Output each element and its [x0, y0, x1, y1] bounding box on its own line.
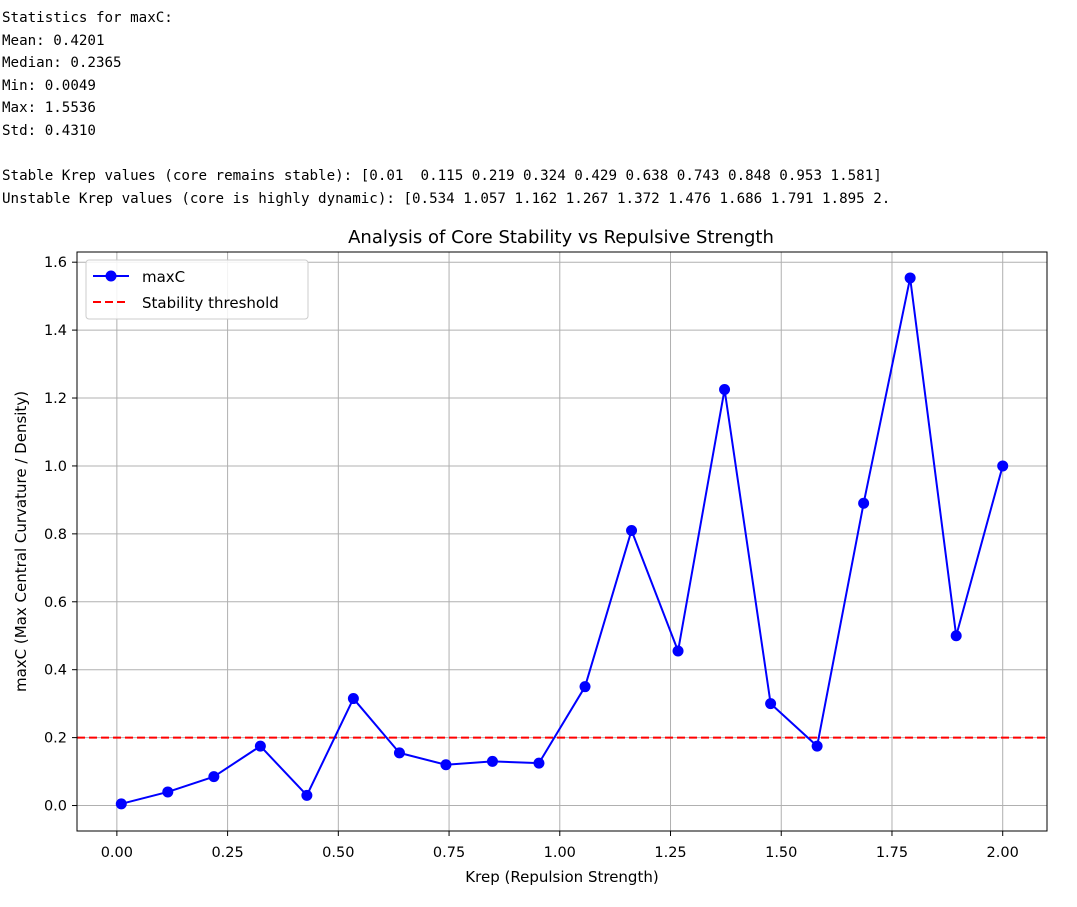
data-point [997, 460, 1009, 472]
y-tick-label: 1.0 [44, 459, 67, 475]
legend-threshold-label: Stability threshold [142, 294, 279, 312]
y-tick-label: 0.4 [44, 663, 67, 679]
data-point [765, 698, 777, 710]
data-point [950, 630, 962, 642]
x-tick-label: 0.00 [101, 845, 133, 861]
y-tick-label: 0.8 [44, 527, 67, 543]
plot-frame [76, 251, 1048, 832]
grid-lines [77, 252, 1047, 831]
x-axis-label: Krep (Repulsion Strength) [465, 868, 658, 886]
y-tick-label: 0.6 [44, 595, 67, 611]
data-point [533, 757, 545, 769]
data-point [858, 497, 870, 509]
y-tick-label: 0.2 [44, 731, 67, 747]
line-chart: Analysis of Core Stability vs Repulsive … [12, 227, 1048, 886]
legend-box [85, 259, 309, 320]
y-tick-label: 1.6 [44, 255, 67, 271]
data-point [301, 789, 313, 801]
data-point [162, 786, 174, 798]
data-point [208, 771, 220, 783]
x-axis-ticks: 0.00 0.25 0.50 0.75 1.00 1.25 1.50 1.75 2.00 [101, 831, 1019, 861]
x-tick-label: 1.25 [654, 845, 686, 861]
x-tick-label: 0.25 [211, 845, 243, 861]
legend-maxc-marker [105, 270, 117, 282]
data-point [347, 693, 359, 705]
y-tick-label: 0.0 [44, 799, 67, 815]
data-point [440, 759, 452, 771]
x-tick-label: 0.50 [322, 845, 354, 861]
data-point [626, 524, 638, 536]
x-tick-label: 1.50 [765, 845, 797, 861]
data-point [904, 272, 916, 284]
y-tick-label: 1.4 [44, 323, 67, 339]
x-tick-label: 1.75 [876, 845, 908, 861]
series-line-maxc [121, 276, 1004, 805]
data-point [115, 798, 127, 810]
x-tick-label: 0.75 [433, 845, 465, 861]
series-layer [115, 272, 1009, 810]
legend: maxC Stability threshold [85, 259, 309, 320]
y-axis-label: maxC (Max Central Curvature / Density) [12, 391, 30, 692]
y-axis-ticks: 0.0 0.2 0.4 0.6 0.8 1.0 1.2 1.4 1.6 [44, 255, 77, 815]
data-point [811, 740, 823, 752]
x-tick-label: 1.00 [544, 845, 576, 861]
data-point [719, 384, 731, 396]
data-point [486, 755, 498, 767]
y-tick-label: 1.2 [44, 391, 67, 407]
chart-title: Analysis of Core Stability vs Repulsive … [348, 227, 774, 248]
x-tick-label: 2.00 [987, 845, 1019, 861]
data-point [672, 645, 684, 657]
legend-maxc-label: maxC [142, 268, 185, 286]
console-output: Statistics for maxC: Mean: 0.4201 Median… [2, 10, 891, 207]
data-point [393, 747, 405, 759]
data-point [579, 681, 591, 693]
data-point [254, 740, 266, 752]
